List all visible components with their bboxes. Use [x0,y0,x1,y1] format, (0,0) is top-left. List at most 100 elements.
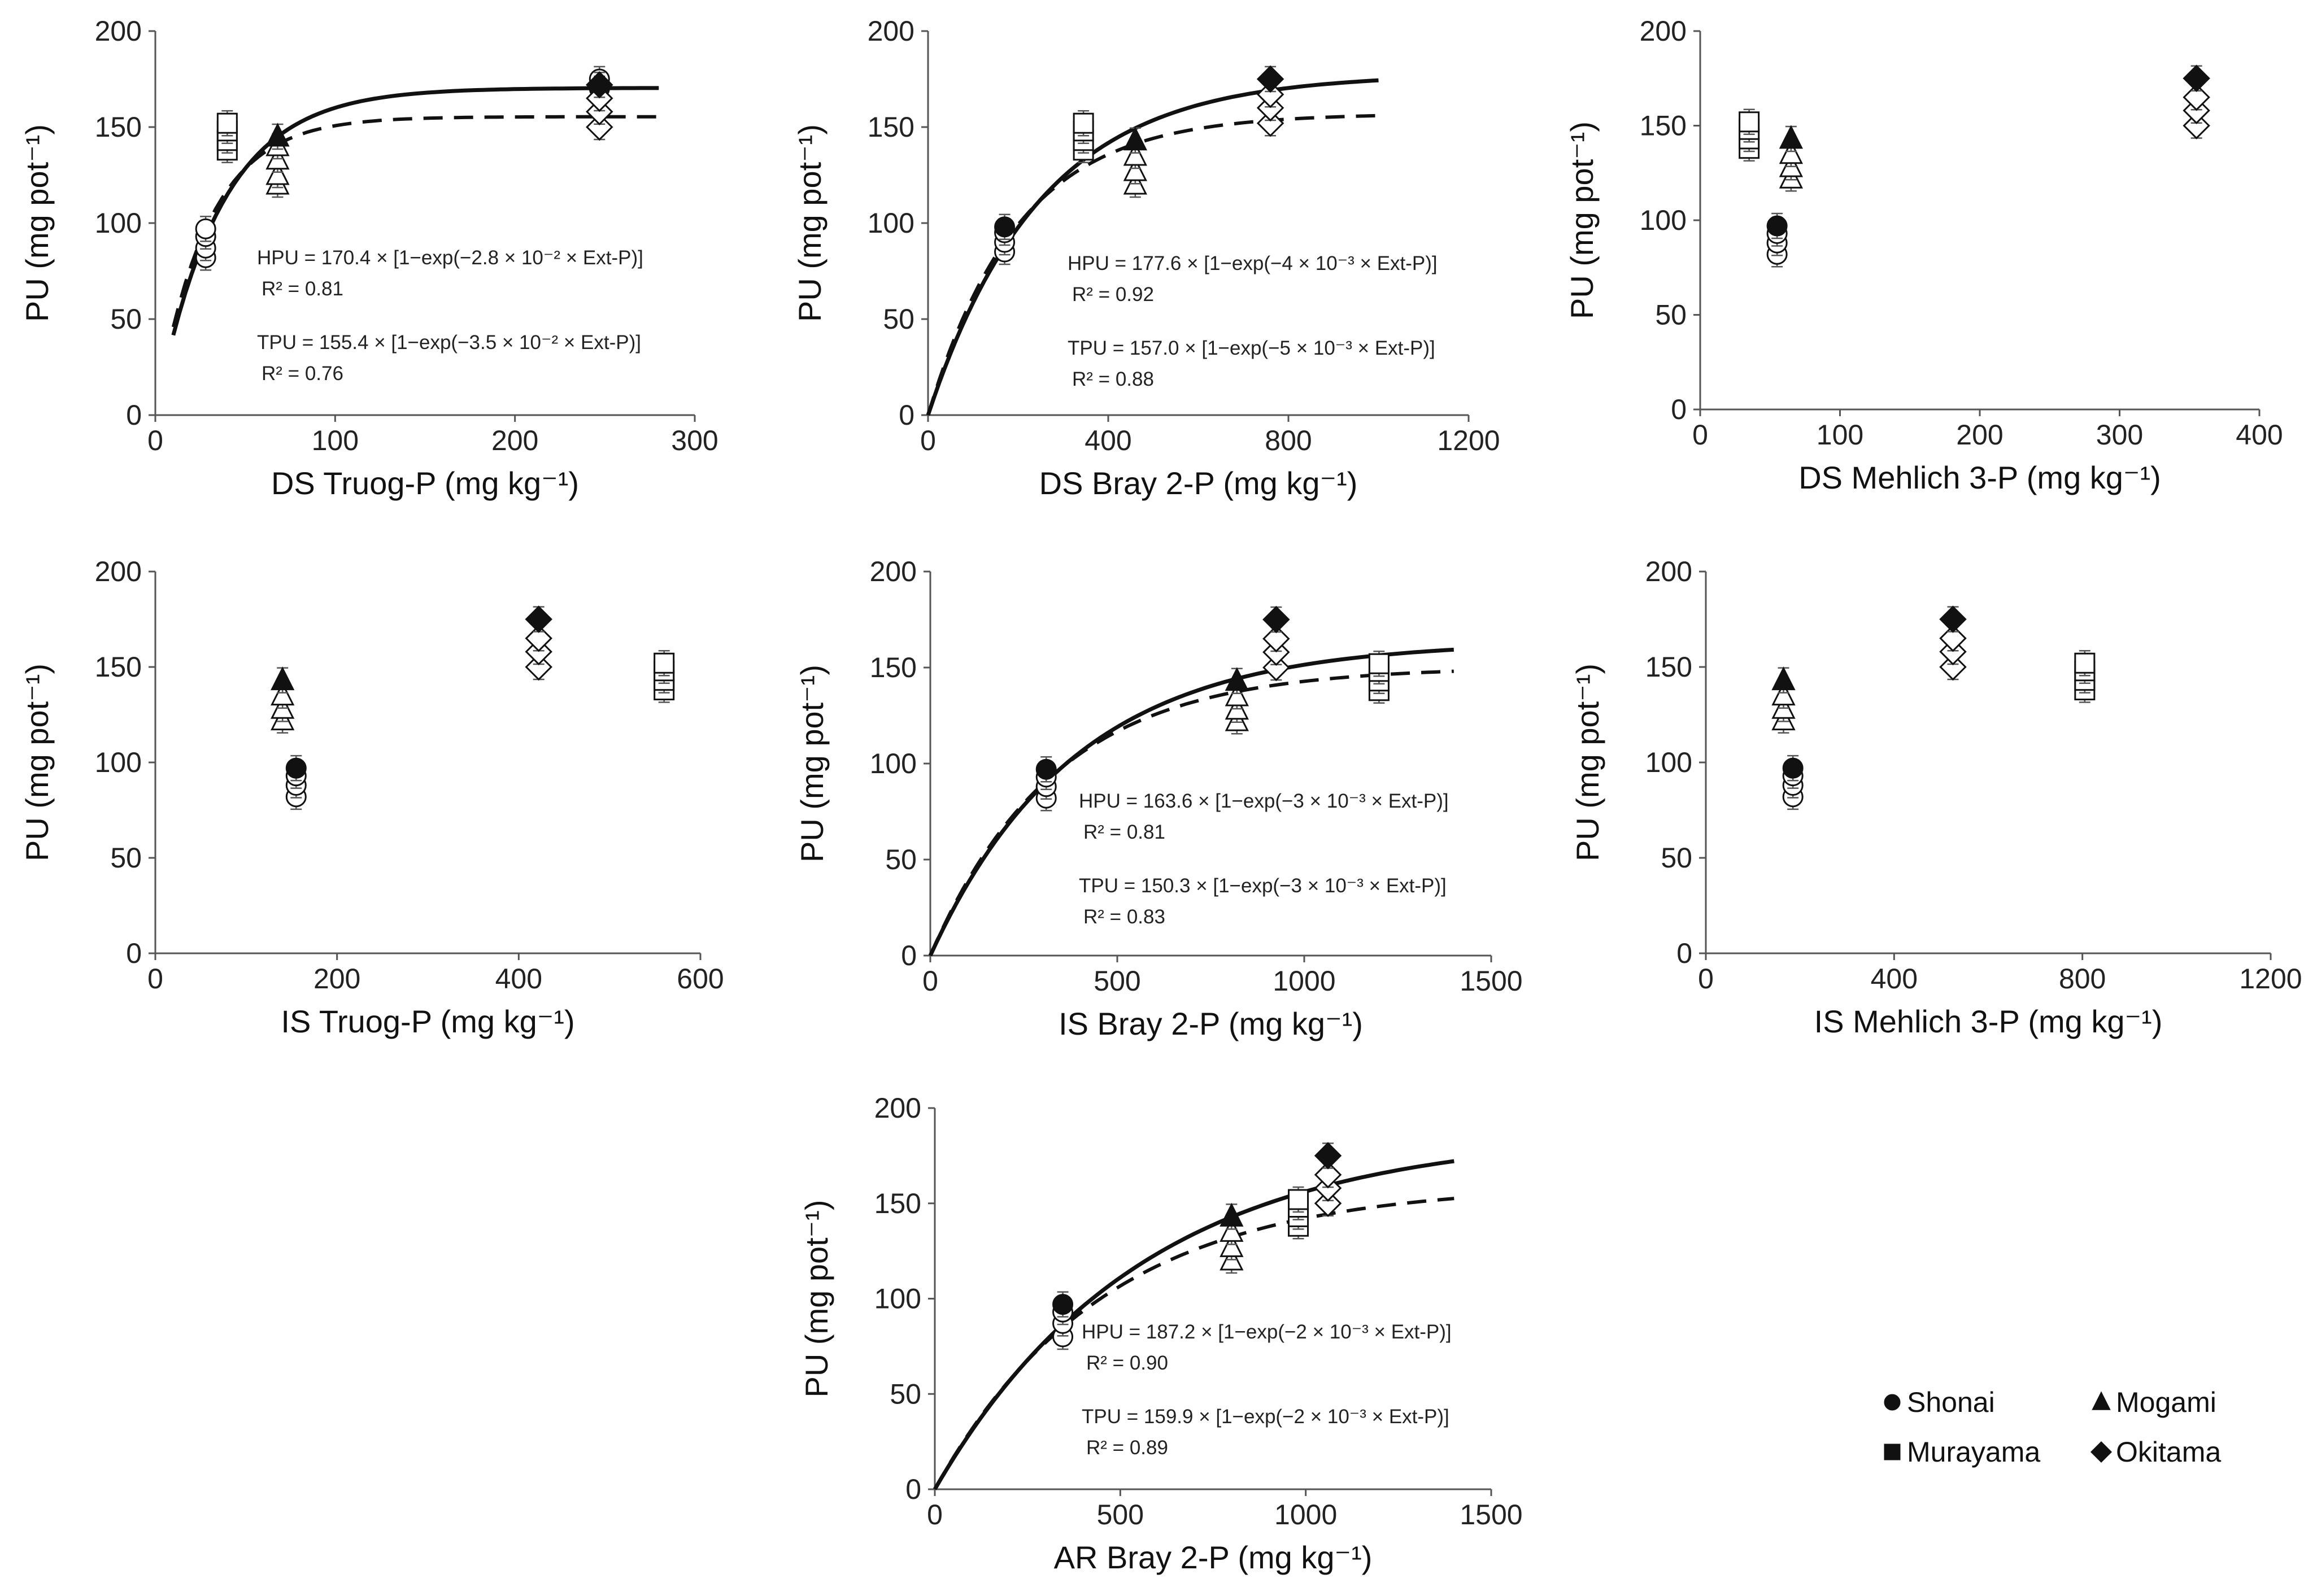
point-murayama [1073,112,1094,134]
point-murayama [1288,1189,1309,1210]
y-tick-label: 50 [1655,299,1687,331]
r-squared-label: R² = 0.83 [1083,906,1165,928]
x-tick-label: 600 [677,963,724,995]
x-tick-label: 500 [1094,965,1140,997]
fit-equation: TPU = 157.0 × [1−exp(−5 × 10⁻³ × Ext-P)] [1068,337,1435,359]
panel-ds-truog: 0 50 100 150 200 0 100 200 300 DS Truog-P (mg kg⁻… [19,15,718,501]
y-tick-label: 100 [1640,204,1687,236]
tpu-fit-curve [933,1197,1454,1490]
point-okitama [2183,112,2210,139]
fit-equation: HPU = 187.2 × [1−exp(−2 × 10⁻³ × Ext-P)] [1082,1321,1452,1343]
point-okitama [1939,625,1967,652]
y-axis-title: PU (mg pot⁻¹) [794,665,830,862]
x-tick-label: 1200 [1437,425,1500,456]
y-tick-label: 100 [95,207,142,239]
point-mogami [1220,1218,1244,1242]
point-mogami [1123,157,1147,181]
point-murayama [2074,652,2096,674]
fit-equation: HPU = 170.4 × [1−exp(−2.8 × 10⁻² × Ext-P… [257,247,643,269]
x-axis-title: AR Bray 2-P (mg kg⁻¹) [1054,1540,1373,1575]
point-okitama [1939,605,1967,633]
point-mogami [265,123,290,147]
x-tick-label: 0 [1692,419,1708,451]
point-mogami [265,161,290,185]
y-axis-title: PU (mg pot⁻¹) [799,1200,834,1397]
hpu-fit-curve [171,86,659,336]
x-tick-label: 1500 [1460,1499,1522,1530]
point-okitama [1939,653,1967,681]
x-tick-label: 400 [2236,419,2283,451]
panel-ds-mehlich: 0 50 100 150 200 0 100 200 300 400 DS Mehlich 3-P … [1564,15,2283,495]
y-tick-label: 200 [1645,556,1692,587]
x-tick-label: 200 [1956,419,2003,451]
y-tick-label: 0 [1671,394,1687,425]
y-tick-label: 50 [110,303,142,335]
point-mogami [1779,125,1804,149]
point-okitama [1314,1161,1342,1189]
x-tick-label: 0 [927,1499,943,1530]
x-axis-title: IS Truog-P (mg kg⁻¹) [281,1004,574,1039]
point-okitama [1314,1189,1342,1217]
point-mogami [1123,142,1147,166]
point-mogami [1771,666,1796,691]
point-okitama [1314,1142,1342,1170]
y-tick-label: 150 [95,651,142,683]
legend-marker-shonai [1884,1394,1901,1411]
r-squared-label: R² = 0.76 [262,363,343,385]
y-tick-label: 0 [126,937,142,969]
x-tick-label: 800 [1265,425,1312,456]
y-tick-label: 100 [870,748,917,779]
y-tick-label: 50 [883,303,914,335]
r-squared-label: R² = 0.81 [262,278,343,300]
point-okitama [586,71,613,99]
x-tick-label: 0 [147,425,163,456]
y-tick-label: 200 [95,15,142,47]
point-mogami [1771,682,1796,706]
x-tick-label: 400 [1871,963,1918,995]
x-tick-label: 0 [1698,963,1714,995]
legend-label-murayama: Murayama [1907,1436,2040,1468]
r-squared-label: R² = 0.89 [1086,1437,1168,1459]
legend: Shonai Mogami Murayama Okitama [1884,1386,2221,1468]
y-tick-label: 150 [870,652,917,683]
y-tick-label: 200 [870,556,917,587]
y-tick-label: 200 [868,15,914,47]
x-tick-label: 800 [2059,963,2106,995]
point-mogami [271,666,295,691]
panel-ds-bray: 0 50 100 150 200 0 400 800 1200 DS Bray 2-P (mg k… [792,15,1500,501]
y-tick-label: 0 [905,1473,921,1505]
y-tick-label: 0 [901,940,917,971]
y-axis-title: PU (mg pot⁻¹) [19,664,55,861]
point-shonai [1766,215,1788,237]
y-tick-label: 0 [126,399,142,431]
y-tick-label: 100 [95,747,142,778]
x-tick-label: 400 [495,963,542,995]
x-tick-label: 1000 [1274,1499,1337,1530]
point-shonai [994,216,1016,238]
point-shonai [285,757,307,779]
legend-label-shonai: Shonai [1907,1386,1995,1418]
fit-equation: HPU = 177.6 × [1−exp(−4 × 10⁻³ × Ext-P)] [1068,252,1438,274]
panel-is-bray: 0 50 100 150 200 0 500 1000 1500 IS Bray 2-P (mg … [794,556,1523,1041]
y-tick-label: 150 [868,111,914,143]
x-tick-label: 0 [922,965,938,997]
y-tick-label: 100 [874,1283,921,1315]
legend-label-mogami: Mogami [2116,1386,2216,1418]
point-okitama [586,113,613,141]
tpu-fit-curve [171,115,659,328]
fit-equation: TPU = 150.3 × [1−exp(−3 × 10⁻³ × Ext-P)] [1079,875,1447,897]
point-okitama [2183,84,2210,111]
x-tick-label: 1000 [1273,965,1335,997]
y-tick-label: 150 [874,1188,921,1219]
legend-label-okitama: Okitama [2116,1436,2221,1468]
x-axis-title: IS Mehlich 3-P (mg kg⁻¹) [1814,1004,2163,1039]
point-murayama [1739,111,1760,133]
x-tick-label: 400 [1085,425,1131,456]
r-squared-label: R² = 0.88 [1072,368,1154,390]
point-murayama [1368,653,1390,674]
y-tick-label: 50 [885,844,917,875]
y-tick-label: 200 [1640,15,1687,47]
x-axis-title: DS Mehlich 3-P (mg kg⁻¹) [1798,460,2161,495]
point-murayama [216,112,238,134]
panel-ar-bray: 0 50 100 150 200 0 500 1000 1500 AR Bray 2-P (mg … [799,1092,1523,1575]
